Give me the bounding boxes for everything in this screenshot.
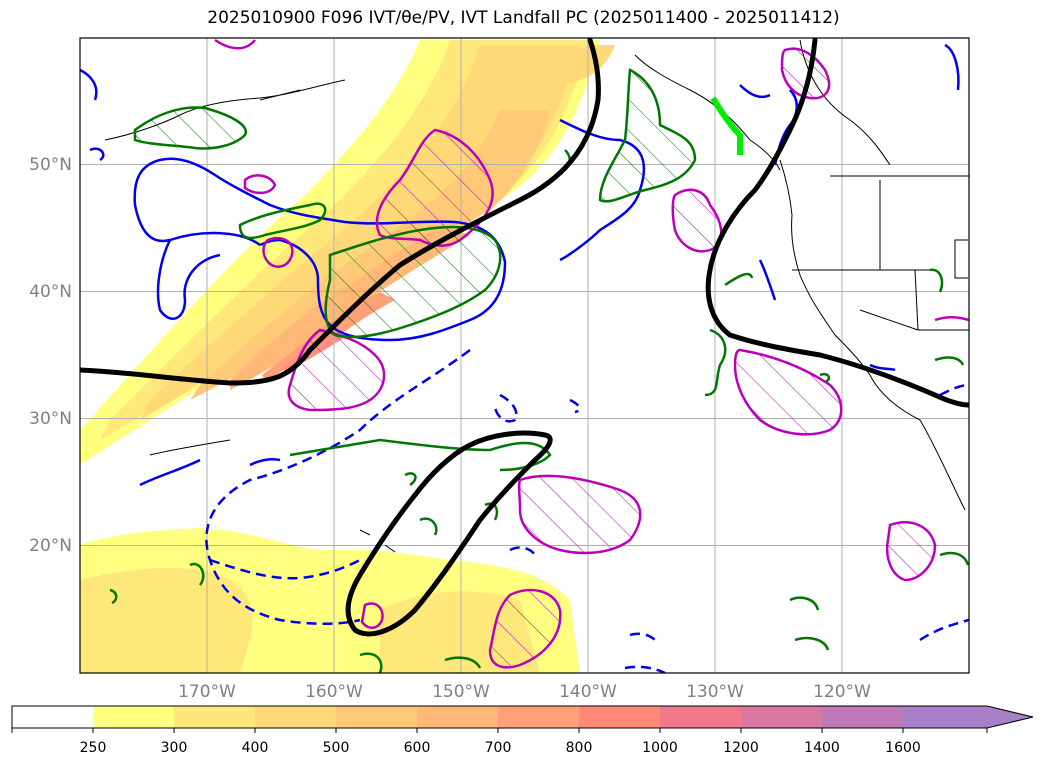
map-frame	[79, 37, 970, 674]
lon-label: 170°W	[178, 682, 236, 702]
colorbar-segment	[93, 706, 174, 728]
colorbar-tick-label: 250	[80, 740, 107, 756]
colorbar-tick-label: 400	[242, 740, 269, 756]
colorbar-tick-label: 800	[566, 740, 593, 756]
colorbar-segment	[336, 706, 417, 728]
colorbar-tick-label: 1200	[723, 740, 759, 756]
lat-label: 30°N	[29, 409, 72, 429]
map-content	[80, 38, 969, 673]
colorbar-segment	[579, 706, 660, 728]
lon-label: 140°W	[559, 682, 617, 702]
ivt-landfall-segment	[710, 96, 743, 155]
colorbar-segment	[417, 706, 498, 728]
colorbar-tick-label: 500	[323, 740, 350, 756]
colorbar-tick-label: 1600	[885, 740, 921, 756]
pv-negative-contours	[109, 68, 969, 673]
ivt-shading	[80, 40, 615, 673]
colorbar-segment	[903, 706, 987, 728]
colorbar-segment	[660, 706, 741, 728]
longitude-labels: 170°W 160°W 150°W 140°W 130°W 120°W	[178, 682, 871, 702]
lon-label: 120°W	[813, 682, 871, 702]
colorbar-tick-label: 1400	[804, 740, 840, 756]
lat-label: 20°N	[29, 536, 72, 556]
colorbar-tick-label: 600	[404, 740, 431, 756]
ivt-pc-contours	[80, 38, 969, 637]
title-text: 2025010900 F096 IVT/θe/PV, IVT Landfall …	[207, 8, 840, 28]
colorbar-segment	[741, 706, 822, 728]
lon-label: 130°W	[686, 682, 744, 702]
colorbar-segment	[498, 706, 579, 728]
colorbar: 250 300 400 500 600 700 800 1000 1200 14…	[11, 705, 1034, 756]
latitude-labels: 50°N 40°N 30°N 20°N	[29, 155, 72, 556]
lon-label: 150°W	[432, 682, 490, 702]
pv-positive-contours	[214, 38, 969, 669]
colorbar-segment	[822, 706, 903, 728]
lat-label: 50°N	[29, 155, 72, 175]
coastlines	[104, 39, 969, 553]
colorbar-segment	[174, 706, 255, 728]
map-title: 2025010900 F096 IVT/θe/PV, IVT Landfall …	[0, 8, 1047, 28]
lon-label: 160°W	[305, 682, 363, 702]
colorbar-ticks	[11, 728, 988, 733]
colorbar-extend-arrow	[987, 706, 1033, 728]
thetae-contours-dashed	[205, 348, 969, 673]
colorbar-tick-label: 300	[161, 740, 188, 756]
colorbar-tick-label: 700	[485, 740, 512, 756]
colorbar-tick-labels: 250 300 400 500 600 700 800 1000 1200 14…	[80, 740, 921, 756]
lat-label: 40°N	[29, 282, 72, 302]
colorbar-segment-under	[12, 706, 93, 728]
colorbar-segment	[255, 706, 336, 728]
colorbar-tick-label: 1000	[642, 740, 678, 756]
colorbar-outline	[11, 705, 1034, 729]
